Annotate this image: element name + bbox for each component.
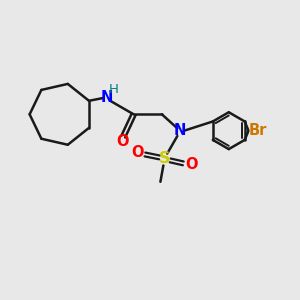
Text: Br: Br <box>248 123 267 138</box>
Text: H: H <box>109 83 118 96</box>
Text: S: S <box>159 152 171 166</box>
Text: O: O <box>185 158 197 172</box>
Text: N: N <box>173 123 186 138</box>
Text: N: N <box>101 91 113 106</box>
Text: O: O <box>131 146 143 160</box>
Text: O: O <box>116 134 129 149</box>
